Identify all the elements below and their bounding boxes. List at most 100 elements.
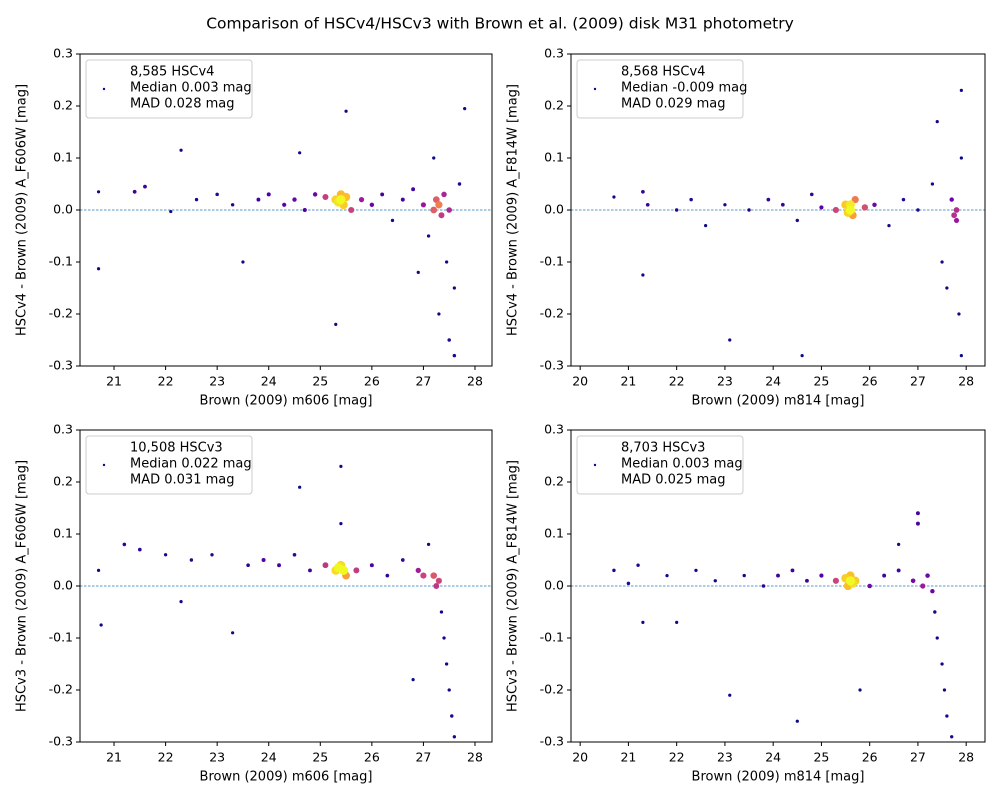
scatter-point: [915, 511, 920, 516]
scatter-point: [411, 187, 416, 192]
scatter-point: [439, 610, 444, 614]
x-tick-label: 27: [415, 374, 431, 389]
scatter-point: [400, 197, 405, 202]
x-tick-label: 28: [958, 750, 974, 765]
scatter-point: [674, 208, 679, 212]
x-tick-label: 26: [364, 374, 380, 389]
y-tick-label: 0.3: [53, 422, 73, 437]
scatter-point: [277, 563, 281, 568]
scatter-point: [742, 573, 746, 578]
scatter-point: [945, 286, 949, 290]
scatter-point: [432, 156, 436, 160]
x-axis-label: Brown (2009) m606 [mag]: [200, 770, 373, 785]
scatter-point: [951, 212, 957, 219]
scatter-point: [645, 202, 650, 207]
x-tick-label: 20: [572, 374, 588, 389]
y-tick-label: 0.1: [544, 150, 564, 165]
scatter-point: [143, 184, 147, 189]
y-tick-label: 0.2: [53, 98, 73, 113]
x-tick-label: 21: [106, 374, 122, 389]
scatter-point: [872, 202, 877, 208]
scatter-point: [137, 547, 142, 552]
scatter-point: [415, 567, 421, 574]
legend-label: MAD 0.025 mag: [621, 473, 725, 488]
scatter-point: [353, 567, 360, 574]
scatter-point: [231, 631, 235, 635]
scatter-point: [96, 190, 101, 194]
x-tick-label: 25: [813, 374, 829, 389]
scatter-point: [950, 735, 954, 739]
scatter-point: [358, 196, 365, 203]
scatter-point: [452, 286, 456, 290]
legend-label: Median 0.003 mag: [130, 81, 252, 96]
scatter-point: [901, 197, 906, 202]
y-tick-label: 0.1: [53, 526, 73, 541]
legend-label: MAD 0.029 mag: [621, 97, 725, 112]
legend-box: [576, 435, 744, 495]
scatter-point: [867, 583, 872, 589]
y-tick-label: -0.1: [49, 254, 73, 269]
scatter-point: [96, 267, 101, 271]
panel: 21 22 23 24 25 26 27 28 -0.3 -0.2 -0.1 0.0 0.1 0.2 0.3…: [15, 422, 493, 785]
scatter-point: [861, 204, 869, 211]
scatter-point: [444, 662, 449, 666]
y-tick-label: -0.3: [540, 734, 564, 749]
scatter-point: [344, 109, 348, 113]
x-tick-label: 24: [765, 374, 781, 389]
scatter-point: [430, 572, 438, 579]
plot-frame: [79, 53, 493, 367]
y-axis-label: HSCv4 - Brown (2009) A_F606W [mag]: [15, 84, 30, 336]
scatter-point: [665, 573, 669, 578]
scatter-point: [380, 192, 385, 197]
scatter-point: [728, 338, 732, 342]
x-tick-label: 24: [261, 374, 277, 389]
scatter-point: [246, 563, 250, 568]
scatter-point: [450, 714, 454, 718]
scatter-point: [641, 273, 645, 277]
scatter-point: [179, 599, 183, 604]
scatter-point: [723, 203, 727, 207]
x-tick-label: 26: [862, 750, 878, 765]
scatter-point: [851, 195, 859, 204]
x-tick-label: 24: [765, 750, 781, 765]
y-axis-label: HSCv4 - Brown (2009) A_F814W [mag]: [506, 84, 521, 336]
scatter-point: [411, 677, 415, 682]
panel: 20 21 22 23 24 25 26 27 28 -0.3 -0.2 -0.1 0.0 0.1 0.2 0…: [506, 46, 986, 409]
y-axis-label: HSCv3 - Brown (2009) A_F606W [mag]: [15, 460, 30, 712]
x-axis-label: Brown (2009) m814 [mag]: [692, 770, 865, 785]
plot-frame: [570, 429, 986, 743]
x-tick-label: 25: [312, 374, 328, 389]
x-tick-label: 21: [106, 750, 122, 765]
scatter-point: [949, 197, 954, 202]
scatter-point: [612, 195, 616, 199]
scatter-point: [447, 338, 451, 342]
scatter-point: [420, 202, 427, 208]
y-axis-label: HSCv3 - Brown (2009) A_F814W [mag]: [506, 460, 521, 712]
scatter-point: [845, 205, 855, 215]
x-tick-label: 22: [669, 750, 685, 765]
scatter-point: [953, 217, 960, 223]
x-tick-label: 23: [209, 750, 225, 765]
scatter-point: [336, 195, 346, 205]
scatter-point: [887, 223, 891, 228]
panel: 20 21 22 23 24 25 26 27 28 -0.3 -0.2 -0.1 0.0 0.1 0.2 0…: [506, 422, 986, 785]
scatter-point: [369, 563, 374, 568]
y-tick-label: 0.2: [544, 98, 564, 113]
scatter-point: [420, 572, 427, 579]
x-tick-label: 27: [415, 750, 431, 765]
x-tick-label: 22: [158, 374, 174, 389]
scatter-point: [194, 197, 199, 202]
x-axis-label: Brown (2009) m814 [mag]: [692, 394, 865, 409]
legend-box: [576, 59, 744, 119]
scatter-point: [442, 636, 446, 640]
y-tick-label: 0.3: [53, 46, 73, 61]
scatter-point: [215, 192, 219, 197]
scatter-point: [896, 542, 901, 547]
x-tick-label: 27: [910, 750, 926, 765]
scatter-point: [179, 148, 183, 152]
y-tick-label: 0.0: [53, 578, 73, 593]
y-tick-label: -0.2: [49, 682, 73, 697]
scatter-point: [241, 260, 245, 264]
x-tick-label: 22: [158, 750, 174, 765]
scatter-point: [437, 312, 441, 316]
